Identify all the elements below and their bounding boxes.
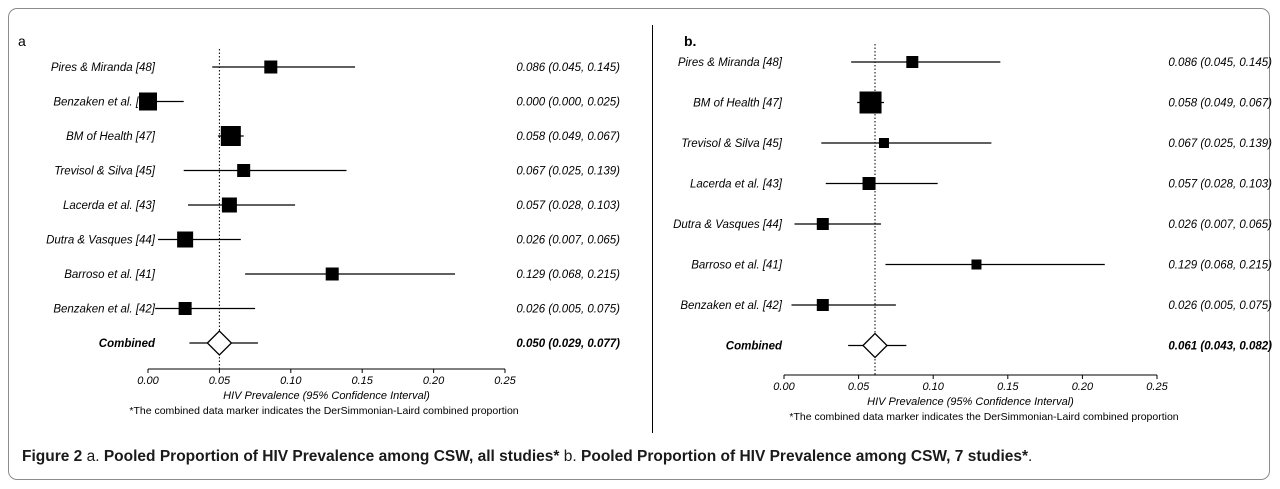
- footnote: *The combined data marker indicates the …: [789, 411, 1178, 423]
- x-tick-label: 0.20: [1072, 381, 1094, 393]
- x-tick-label: 0.05: [209, 375, 231, 387]
- study-label: Barroso et al. [41]: [64, 269, 156, 281]
- caption-text-a: a.: [82, 448, 104, 465]
- estimate-marker: [971, 259, 982, 270]
- study-label: Benzaken et al. [42]: [53, 304, 155, 316]
- study-label: Benzaken et al. [42]: [53, 97, 155, 109]
- ci-text: 0.026 (0.005, 0.075): [1168, 300, 1272, 312]
- estimate-marker: [859, 91, 882, 114]
- estimate-marker: [177, 231, 194, 248]
- ci-text: 0.067 (0.025, 0.139): [516, 166, 620, 178]
- estimate-marker: [906, 56, 919, 68]
- ci-text: 0.026 (0.007, 0.065): [516, 235, 620, 247]
- combined-diamond: [862, 332, 888, 359]
- ci-text: 0.026 (0.005, 0.075): [516, 304, 620, 316]
- forest-plot-a: a Pires & Miranda [48] 0.086 (0.045, 0.145…: [18, 33, 620, 417]
- ci-text: 0.129 (0.068, 0.215): [516, 269, 620, 281]
- caption-bold-a: Pooled Proportion of HIV Prevalence amon…: [103, 448, 560, 465]
- x-tick-label: 0.15: [997, 381, 1019, 393]
- ci-text: 0.000 (0.000, 0.025): [516, 97, 620, 109]
- ci-text: 0.086 (0.045, 0.145): [1168, 57, 1272, 69]
- estimate-marker: [237, 164, 251, 177]
- forest-plot-b: b. Pires & Miranda [48] 0.086 (0.045, 0.14…: [673, 33, 1272, 423]
- ci-text: 0.129 (0.068, 0.215): [1168, 260, 1272, 272]
- study-label: Pires & Miranda [48]: [51, 62, 156, 74]
- panel-label: a: [18, 33, 26, 49]
- caption-end: .: [1028, 448, 1033, 465]
- figure-frame: [8, 8, 1270, 480]
- ci-text: 0.026 (0.007, 0.065): [1168, 219, 1272, 231]
- ci-text: 0.057 (0.028, 0.103): [1168, 179, 1272, 191]
- x-tick-label: 0.00: [773, 381, 795, 393]
- combined-ci-text: 0.061 (0.043, 0.082): [1168, 341, 1272, 353]
- figure-caption: Figure 2 a. Pooled Proportion of HIV Pre…: [22, 448, 1267, 466]
- estimate-marker: [139, 92, 157, 111]
- study-label: Trevisol & Silva [45]: [54, 166, 156, 178]
- x-tick-label: 0.00: [137, 375, 159, 387]
- panel-divider: [652, 25, 653, 433]
- ci-text: 0.086 (0.045, 0.145): [516, 62, 620, 74]
- study-label: Barroso et al. [41]: [691, 260, 783, 272]
- caption-label: Figure 2: [22, 448, 83, 465]
- study-label: Trevisol & Silva [45]: [681, 138, 783, 150]
- x-tick-label: 0.25: [1146, 381, 1168, 393]
- caption-bold-b: Pooled Proportion of HIV Prevalence amon…: [581, 448, 1029, 465]
- x-axis-label: HIV Prevalence (95% Confidence Interval): [223, 390, 430, 402]
- estimate-marker: [325, 267, 339, 281]
- x-tick-label: 0.25: [494, 375, 516, 387]
- estimate-marker: [178, 302, 192, 315]
- x-tick-label: 0.05: [848, 381, 870, 393]
- caption-text-b: b.: [559, 448, 582, 465]
- combined-label: Combined: [726, 341, 783, 353]
- estimate-marker: [221, 197, 237, 213]
- study-label: Dutra & Vasques [44]: [46, 235, 156, 247]
- ci-text: 0.058 (0.049, 0.067): [516, 131, 620, 143]
- study-label: Dutra & Vasques [44]: [673, 219, 783, 231]
- study-label: Lacerda et al. [43]: [690, 179, 783, 191]
- ci-text: 0.067 (0.025, 0.139): [1168, 138, 1272, 150]
- combined-ci-text: 0.050 (0.029, 0.077): [516, 338, 620, 350]
- study-label: Pires & Miranda [48]: [678, 57, 783, 69]
- panel-label: b.: [684, 33, 696, 49]
- estimate-marker: [862, 177, 876, 190]
- combined-label: Combined: [99, 338, 156, 350]
- estimate-marker: [220, 126, 241, 146]
- x-tick-label: 0.10: [922, 381, 944, 393]
- study-label: BM of Health [47]: [693, 98, 783, 110]
- estimate-marker: [816, 218, 829, 230]
- footnote: *The combined data marker indicates the …: [129, 405, 518, 417]
- x-tick-label: 0.15: [351, 375, 373, 387]
- x-axis-label: HIV Prevalence (95% Confidence Interval): [867, 396, 1074, 408]
- x-tick-label: 0.20: [423, 375, 445, 387]
- combined-diamond: [206, 330, 233, 356]
- ci-text: 0.058 (0.049, 0.067): [1168, 98, 1272, 110]
- estimate-marker: [816, 299, 829, 311]
- ci-text: 0.057 (0.028, 0.103): [516, 200, 620, 212]
- study-label: BM of Health [47]: [66, 131, 156, 143]
- study-label: Benzaken et al. [42]: [680, 300, 782, 312]
- estimate-marker: [878, 138, 889, 148]
- estimate-marker: [264, 60, 278, 74]
- x-tick-label: 0.10: [280, 375, 302, 387]
- study-label: Lacerda et al. [43]: [63, 200, 156, 212]
